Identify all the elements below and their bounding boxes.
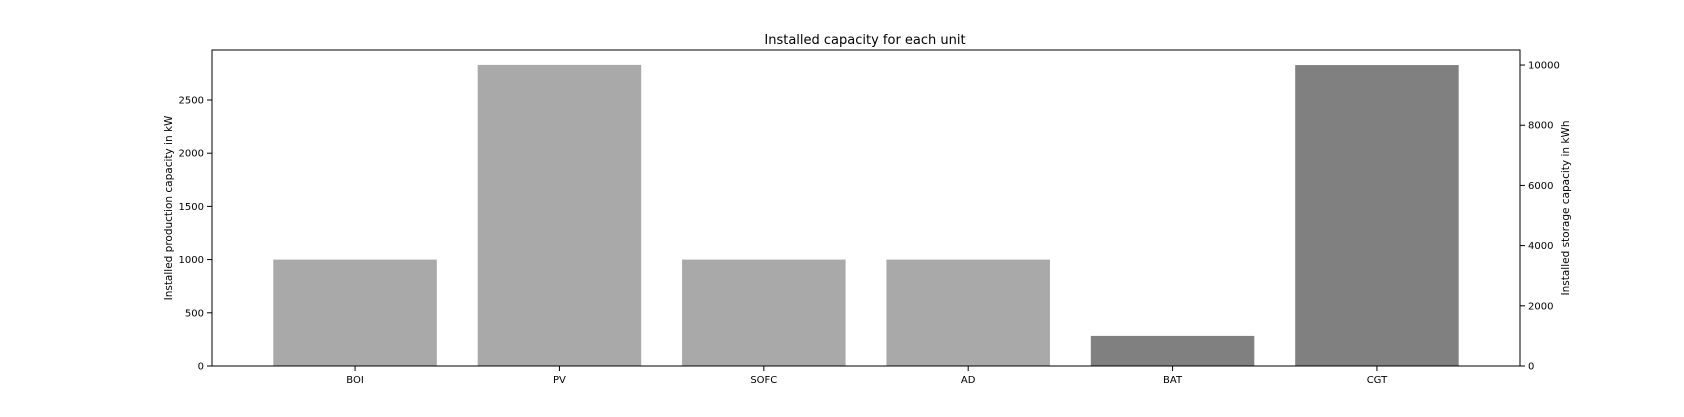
y-tick-label: 0	[198, 362, 204, 373]
x-tick-label: AD	[961, 375, 976, 386]
y2-tick-label: 6000	[1528, 181, 1553, 192]
right-axis: 0 2000 4000 6000 8000 10000	[1520, 61, 1560, 373]
bar-cgt	[1295, 65, 1459, 367]
x-tick-label: CGT	[1367, 375, 1388, 386]
y-tick-label: 2500	[179, 96, 204, 107]
y-tick-label: 500	[185, 308, 204, 319]
x-tick-label: SOFC	[750, 375, 777, 386]
y2-tick-label: 10000	[1528, 61, 1560, 72]
y-tick-label: 2000	[179, 149, 204, 160]
y2-tick-label: 4000	[1528, 241, 1553, 252]
y-tick-label: 1500	[179, 202, 204, 213]
y-axis-label: Installed production capacity in kW	[163, 115, 175, 300]
bar-sofc	[682, 259, 846, 366]
y2-tick-label: 0	[1528, 362, 1534, 373]
x-tick-label: BAT	[1163, 375, 1183, 386]
left-axis: 0 500 1000 1500 2000 2500	[179, 96, 212, 373]
y-tick-label: 1000	[179, 255, 204, 266]
bar-ad	[886, 259, 1050, 366]
bar-pv	[477, 64, 642, 366]
bar-bat	[1090, 335, 1255, 366]
x-axis: BOI PV SOFC AD BAT CGT	[346, 366, 1388, 386]
bars	[273, 64, 1459, 367]
y2-tick-label: 2000	[1528, 301, 1553, 312]
x-tick-label: PV	[553, 375, 566, 386]
y2-tick-label: 8000	[1528, 121, 1553, 132]
y2-axis-label: Installed storage capacity in kWh	[1560, 121, 1572, 296]
x-tick-label: BOI	[346, 375, 364, 386]
plot-frame	[211, 49, 1521, 367]
bar-boi	[273, 259, 437, 366]
chart-title: Installed capacity for each unit	[764, 33, 965, 48]
